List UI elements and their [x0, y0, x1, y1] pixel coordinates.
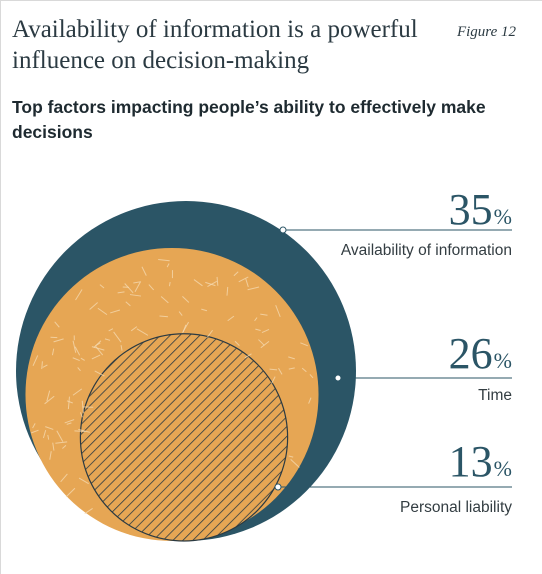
value-number-availability: 35 [448, 185, 493, 234]
value-label-time: 26% [312, 332, 512, 376]
frame-left-border [0, 0, 1, 574]
percent-sign: % [493, 348, 512, 373]
leader-line-personal-liability-dot [274, 483, 282, 491]
category-label-time: Time [478, 387, 512, 404]
value-label-availability: 35% [312, 188, 512, 232]
chart-subtitle: Top factors impacting people’s ability t… [12, 97, 486, 142]
value-number-time: 26 [448, 329, 493, 378]
leader-line-time-dot [334, 374, 342, 382]
category-label-personal-liability: Personal liability [400, 499, 512, 516]
bubble-personal-liability [79, 333, 289, 542]
value-label-personal-liability: 13% [312, 440, 512, 484]
value-number-personal-liability: 13 [448, 437, 493, 486]
frame-top-border [0, 0, 542, 1]
percent-sign: % [493, 456, 512, 481]
category-label-availability: Availability of information [340, 242, 512, 259]
leader-line-availability-dot [279, 226, 287, 234]
texture-speckle [31, 259, 314, 515]
percent-sign: % [493, 204, 512, 229]
figure-label: Figure 12 [456, 24, 516, 40]
page-title: Availability of information is a powerfu… [12, 16, 418, 74]
